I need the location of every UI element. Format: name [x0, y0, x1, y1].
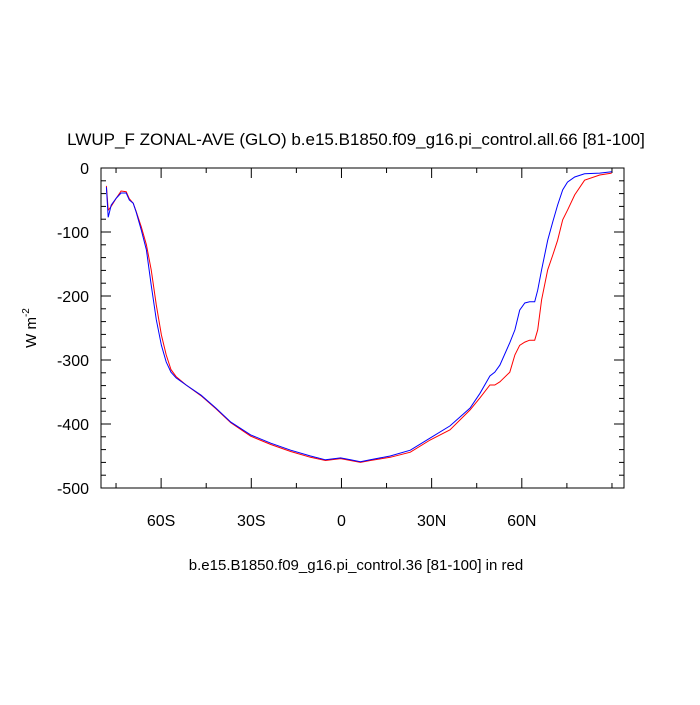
y-tick-label: -200 [57, 289, 89, 306]
plot-frame [100, 167, 625, 489]
y-tick-label: -300 [57, 353, 89, 370]
y-axis-label-main: W m [23, 317, 40, 348]
series-line [105, 172, 612, 463]
x-tick-label: 30S [237, 513, 265, 530]
x-axis-label: b.e15.B1850.f09_g16.pi_control.36 [81-10… [189, 557, 523, 574]
y-tick-label: -100 [57, 225, 89, 242]
y-tick-label: -500 [57, 481, 89, 498]
y-tick-label: -400 [57, 417, 89, 434]
x-tick-label: 60S [147, 513, 175, 530]
y-axis-label: W m-2 [21, 308, 40, 348]
x-tick-label: 60N [507, 513, 536, 530]
series-line [105, 171, 612, 463]
y-axis-label-sup: -2 [21, 308, 32, 317]
y-tick-label: 0 [80, 161, 89, 178]
chart-title: LWUP_F ZONAL-AVE (GLO) b.e15.B1850.f09_g… [67, 130, 645, 149]
x-tick-label: 0 [337, 513, 346, 530]
y-axis-label-group: W m-2 [21, 308, 40, 348]
x-tick-label: 30N [417, 513, 446, 530]
